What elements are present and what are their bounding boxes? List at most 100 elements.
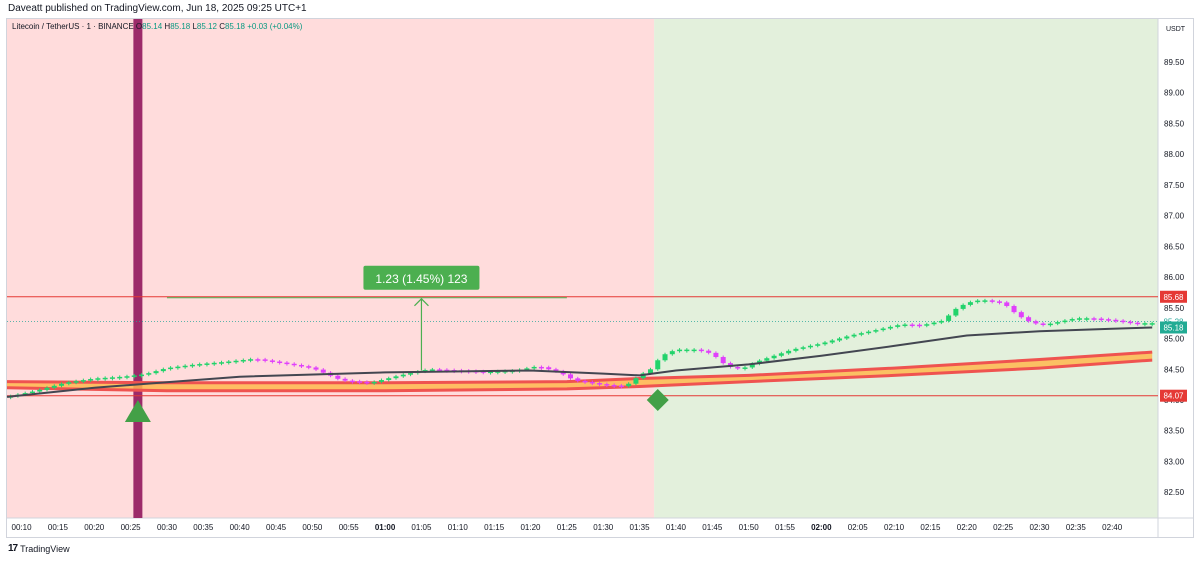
time-tick-label: 00:25 <box>121 523 142 532</box>
chart-frame <box>6 18 1194 538</box>
candle <box>320 369 326 373</box>
candle <box>29 391 35 394</box>
time-tick-label: 00:45 <box>266 523 287 532</box>
candle <box>880 328 886 331</box>
price-tick-label: 86.00 <box>1164 273 1185 282</box>
candle <box>262 359 268 361</box>
candle <box>357 381 363 383</box>
time-tick-label: 01:55 <box>775 523 796 532</box>
candle <box>1084 318 1090 320</box>
ema-band-upper <box>6 350 1153 385</box>
exit-signal-diamond-icon <box>646 389 669 412</box>
candle <box>786 350 792 354</box>
current-price-label: 85.18 <box>1163 323 1184 332</box>
price-tick-label: 84.50 <box>1164 365 1185 374</box>
candle <box>371 381 377 384</box>
candle <box>168 367 174 370</box>
candle <box>204 363 210 365</box>
candle <box>1149 323 1155 325</box>
candle <box>255 359 261 361</box>
candle <box>88 379 94 381</box>
candle <box>887 326 893 329</box>
candle <box>866 331 872 334</box>
candle <box>546 367 552 370</box>
candle <box>269 360 275 362</box>
candle <box>117 376 123 379</box>
time-tick-label: 02:35 <box>1066 523 1087 532</box>
measure-arrow-head-icon <box>414 297 429 307</box>
price-tick-label: 88.50 <box>1164 119 1185 128</box>
candle <box>604 384 610 386</box>
candle <box>524 368 530 370</box>
candle <box>277 361 283 364</box>
candle <box>1040 323 1046 326</box>
candle <box>80 380 86 382</box>
time-tick-label: 02:00 <box>811 523 832 532</box>
candle <box>742 367 748 369</box>
candle <box>917 324 923 327</box>
candle <box>953 308 959 316</box>
candle <box>313 367 319 370</box>
candle <box>677 349 683 352</box>
candle <box>422 370 428 372</box>
candle <box>924 324 930 326</box>
bearish-zone-background <box>7 19 655 518</box>
stop-loss-price-label: 84.07 <box>1163 392 1184 401</box>
candle <box>197 364 203 366</box>
published-text: Daveatt published on TradingView.com, Ju… <box>8 3 307 14</box>
candle <box>109 377 115 379</box>
footer-brand: TradingView <box>20 543 70 554</box>
candle <box>1026 317 1032 322</box>
candle <box>611 384 617 387</box>
candle <box>146 373 152 375</box>
time-tick-label: 02:40 <box>1102 523 1123 532</box>
candle <box>1047 323 1053 326</box>
candle <box>1004 302 1010 306</box>
candle <box>131 375 137 377</box>
candle <box>807 345 813 348</box>
candle <box>44 387 50 390</box>
candle <box>938 320 944 323</box>
candle <box>66 382 72 384</box>
candle <box>37 389 43 392</box>
bullish-zone-background <box>654 19 1158 518</box>
time-tick-label: 02:05 <box>848 523 869 532</box>
candle <box>822 342 828 345</box>
candle <box>764 358 770 361</box>
close-label: C <box>219 22 225 31</box>
candle <box>378 380 384 382</box>
time-tick-label: 01:30 <box>593 523 614 532</box>
high-label: H <box>164 22 171 31</box>
time-tick-label: 01:00 <box>375 523 396 532</box>
time-tick-label: 01:20 <box>520 523 541 532</box>
candle <box>408 373 414 375</box>
candle <box>589 381 595 384</box>
time-tick-label: 02:25 <box>993 523 1014 532</box>
candle <box>946 315 952 321</box>
candle <box>488 371 494 374</box>
price-tick-label: 85.50 <box>1164 304 1185 313</box>
candle <box>895 325 901 327</box>
tradingview-footer[interactable]: 17 TradingView <box>8 543 70 554</box>
candle <box>647 369 653 374</box>
low-label: L <box>192 22 197 31</box>
candle <box>95 378 101 380</box>
time-tick-label: 00:10 <box>12 523 33 532</box>
candle <box>902 324 908 327</box>
candle <box>102 377 108 380</box>
symbol-legend: Litecoin / TetherUS · 1 · BINANCE O85.14… <box>12 22 302 31</box>
candle <box>1033 321 1039 324</box>
candle <box>858 333 864 335</box>
ema-band-lower <box>6 358 1153 393</box>
measure-label: 1.23 (1.45%) 123 <box>375 272 467 286</box>
candle <box>364 381 370 384</box>
stop-loss-price-label-box <box>1160 389 1187 402</box>
candle <box>531 366 537 369</box>
candle <box>1120 320 1126 323</box>
time-tick-label: 00:35 <box>193 523 214 532</box>
time-tick-label: 00:30 <box>157 523 178 532</box>
candle <box>1091 318 1097 320</box>
candle <box>575 378 581 381</box>
candle <box>698 349 704 352</box>
